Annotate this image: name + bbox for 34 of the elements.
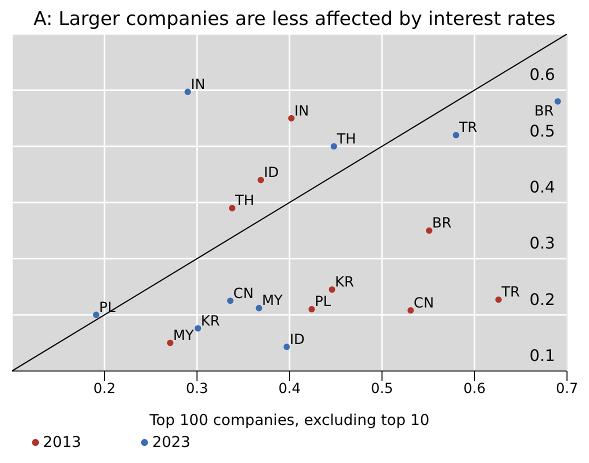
data-label: BR (534, 103, 554, 120)
x-tick-label: 0.2 (93, 380, 116, 397)
data-label: ID (290, 332, 305, 348)
data-label: ID (264, 165, 279, 182)
x-tick-label: 0.7 (556, 380, 578, 397)
x-tick-label: 0.3 (186, 380, 208, 397)
legend-label: 2013 (43, 433, 82, 451)
y-tick-label: 0.5 (530, 121, 555, 140)
y-tick-label: 0.2 (530, 290, 555, 309)
data-label: TR (458, 120, 478, 136)
y-tick-label: 0.6 (530, 65, 555, 84)
y-tick-label: 0.4 (530, 178, 555, 196)
legend-label: 2023 (152, 433, 190, 451)
data-label: TH (234, 193, 254, 210)
x-tick-label: 0.6 (463, 380, 486, 397)
data-label: IN (190, 76, 206, 93)
data-label: IN (294, 103, 309, 120)
y-tick-label: 0.3 (530, 234, 555, 253)
data-label: PL (314, 294, 332, 310)
data-label: TR (500, 284, 520, 301)
y-tick-label: 0.1 (530, 346, 555, 365)
x-tick-label: 0.5 (370, 380, 394, 397)
data-label: CN (233, 286, 254, 302)
data-label: MY (262, 293, 284, 310)
x-tick-label: 0.4 (278, 380, 301, 397)
data-label: CN (414, 295, 434, 312)
data-label: KR (335, 274, 354, 291)
x-axis-title: Top 100 companies, excluding top 10 (148, 411, 430, 429)
data-label: PL (99, 300, 116, 316)
data-label: BR (432, 216, 452, 232)
data-label: KR (200, 313, 220, 330)
data-label: MY (173, 328, 194, 344)
data-label: TH (336, 131, 356, 148)
chart-title: A: Larger companies are less affected by interest rates (32, 8, 557, 30)
